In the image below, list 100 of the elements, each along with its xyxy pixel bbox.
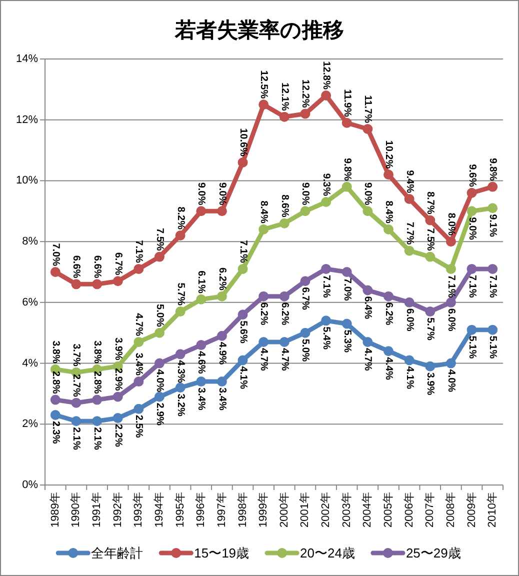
data-label: 5.7% [424,318,436,340]
data-label: 8.4% [258,200,270,224]
xtick-label: 1996年 [195,492,208,528]
data-label: 2.2% [112,424,124,447]
xtick-label: 1998年 [236,492,249,528]
xtick-label: 1991年 [91,492,104,528]
data-label: 8.4% [383,200,394,224]
data-label: 2.5% [133,414,144,438]
xtick-label: 1990年 [70,492,82,528]
ytick-label: 4% [22,357,38,370]
data-label: 7.5% [154,228,165,251]
data-label: 12.5% [258,70,270,99]
xtick-label: 2007年 [424,492,436,528]
data-label: 5.1% [466,336,478,359]
data-label: 2.9% [112,368,124,391]
data-label: 9.8% [487,158,498,181]
data-label: 2.3% [50,421,61,444]
data-label: 5.7% [174,282,186,306]
data-label: 2.7% [70,374,82,397]
legend-label: 25〜29歳 [406,546,461,560]
data-label: 7.0% [341,278,352,301]
data-label: 3.7% [70,344,82,366]
legend-label: 20〜24歳 [300,546,355,560]
xtick-label: 2005年 [382,492,394,528]
data-label: 5.1% [487,336,498,359]
xtick-label: 2010年 [486,492,499,528]
ytick-label: 12% [16,114,38,126]
data-label: 4.3% [174,360,186,383]
data-label: 5.4% [320,326,332,350]
data-label: 5.0% [154,304,165,327]
data-label: 7.1% [133,240,144,263]
data-label: 10.2% [383,140,394,169]
data-label: 2.8% [50,371,61,394]
data-label: 2.8% [92,371,103,394]
data-label: 5.0% [300,338,311,362]
data-label: 9.1% [487,214,498,237]
data-label: 11.7% [362,95,374,123]
data-label: 2.1% [70,427,82,450]
data-label: 9.8% [341,158,352,181]
data-label: 6.7% [300,287,311,310]
xtick-label: 2009年 [466,492,478,528]
data-label: 9.0% [216,182,228,206]
xtick-label: 2008年 [444,492,457,528]
data-label: 7.1% [487,274,498,298]
data-label: 7.1% [320,274,332,298]
data-label: 6.0% [404,308,415,332]
data-label: 6.2% [258,302,270,326]
data-label: 4.0% [154,369,165,392]
xtick-label: 1997年 [216,492,228,528]
data-label: 11.9% [341,89,352,117]
data-label: 5.6% [237,320,248,344]
data-label: 7.1% [466,274,478,298]
data-label: 4.7% [362,348,374,371]
data-label: 7.7% [404,222,415,245]
data-label: 12.1% [278,82,290,111]
data-label: 6.6% [92,255,103,278]
data-label: 3.4% [216,388,228,410]
xtick-label: 1992年 [112,492,124,528]
legend-label: 15〜19歳 [194,546,250,560]
data-label: 12.8% [320,61,332,90]
data-label: 8.6% [278,194,290,218]
data-label: 9.4% [404,170,415,193]
data-label: 7.5% [424,228,436,251]
data-label: 6.2% [216,268,228,290]
data-label: 4.6% [196,351,207,374]
data-label: 5.3% [341,330,352,353]
data-label: 4.4% [383,357,394,380]
data-label: 4.7% [258,348,270,371]
data-label: 8.2% [174,206,186,230]
ytick-label: 10% [16,174,38,187]
data-label: 4.0% [445,369,456,392]
xtick-label: 2002年 [320,492,332,528]
title: 若者失業率の推移 [175,19,344,42]
xtick-label: 2000年 [278,492,290,528]
data-label: 7.1% [237,240,248,263]
data-label: 7.0% [50,243,61,266]
data-label: 12.2% [300,79,311,108]
data-label: 9.0% [466,217,478,240]
data-label: 10.6% [237,128,248,156]
data-label: 3.4% [196,388,207,410]
data-label: 3.9% [424,372,436,396]
data-label: 4.7% [278,348,290,371]
xtick-label: 1995年 [174,492,186,528]
legend-label: 全年齢計 [91,546,144,560]
ytick-label: 6% [22,296,38,308]
data-label: 4.1% [404,366,415,390]
data-label: 3.8% [50,340,61,364]
data-label: 9.0% [300,182,311,206]
data-label: 7.1% [445,274,456,298]
xtick-label: 2001年 [299,492,312,528]
data-label: 6.6% [70,255,82,278]
xtick-label: 2004年 [362,492,374,528]
ytick-label: 14% [16,53,38,65]
data-label: 6.1% [196,270,207,294]
data-label: 9.3% [320,173,332,196]
data-label: 3.9% [112,338,124,360]
data-label: 8.0% [445,212,456,236]
data-label: 3.8% [92,340,103,364]
data-label: 2.9% [154,402,165,426]
data-label: 6.2% [278,302,290,326]
